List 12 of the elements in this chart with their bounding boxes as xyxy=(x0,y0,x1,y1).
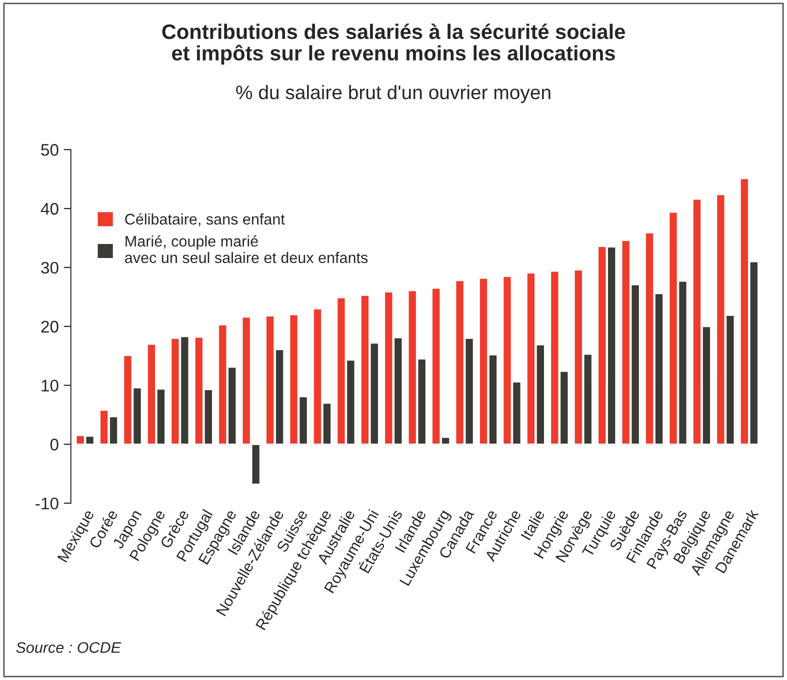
chart-subtitle: % du salaire brut d'un ouvrier moyen xyxy=(236,85,550,104)
source-note: Source : OCDE xyxy=(16,642,122,653)
y-tick-label: 50 xyxy=(41,144,58,156)
y-tick-label: 10 xyxy=(42,380,58,392)
y-tick-label: 0 xyxy=(50,438,58,450)
y-tick-label: 30 xyxy=(41,262,58,274)
y-tick-label: -10 xyxy=(36,498,58,510)
y-tick-label: 40 xyxy=(40,202,58,215)
chart-title: Contributions des salariés à la sécurité sociale et impôts sur le revenu moins les allocations xyxy=(162,24,625,65)
legend-label: Marié, couple marié avec un seul salaire et deux enfants xyxy=(125,235,368,264)
y-tick-label: 20 xyxy=(41,320,58,333)
legend-label: Célibataire, sans enfant xyxy=(125,213,285,226)
